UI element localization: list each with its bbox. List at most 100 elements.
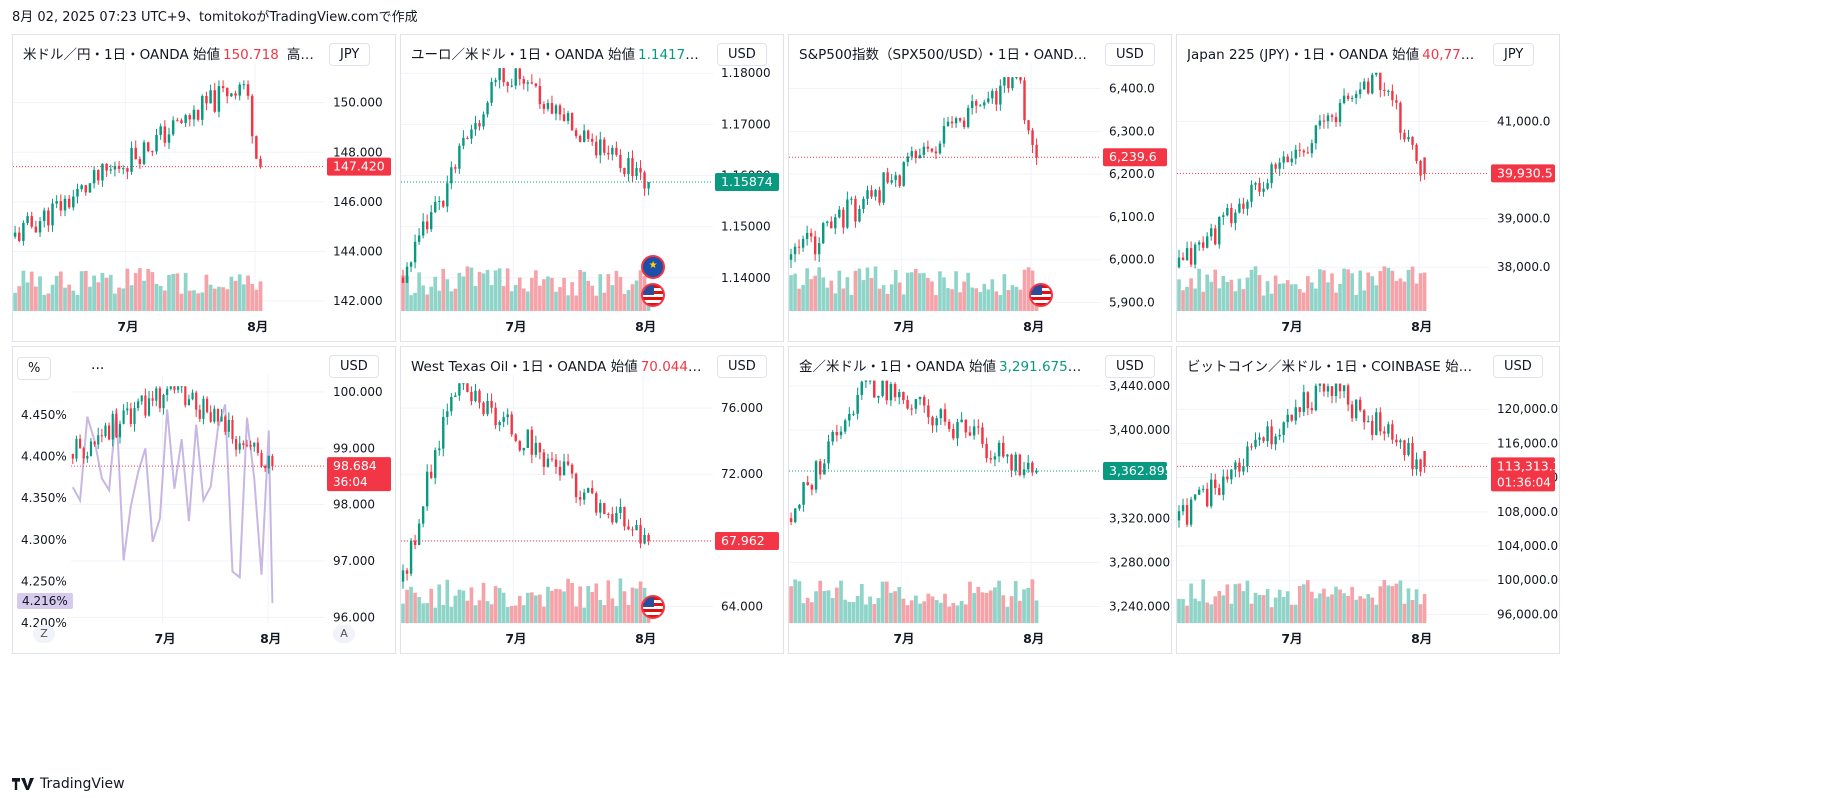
x-tick-label: 7月 — [117, 319, 138, 334]
candle-body — [1006, 454, 1009, 457]
candle-body — [1177, 511, 1181, 521]
auto-scale-z-button[interactable]: Z — [33, 625, 55, 643]
y-tick-label: 96,000.00 — [1497, 607, 1558, 621]
volume-bar — [1261, 295, 1266, 311]
volume-bar — [100, 272, 105, 311]
volume-bar — [1370, 597, 1375, 623]
volume-bar — [217, 286, 221, 311]
volume-bar — [517, 277, 522, 311]
us-flag-icon[interactable] — [640, 595, 665, 619]
currency-button[interactable]: USD — [1105, 355, 1155, 378]
candle-body — [196, 109, 200, 120]
candle-body — [850, 198, 853, 200]
candle-body — [130, 147, 133, 172]
auto-scale-a-button[interactable]: A — [333, 625, 355, 643]
currency-button[interactable]: USD — [717, 43, 767, 66]
candle-body — [603, 503, 606, 514]
volume-bar — [133, 273, 138, 311]
candle-body — [914, 151, 918, 159]
volume-bar — [521, 605, 526, 623]
candle-body — [1205, 488, 1209, 507]
currency-button[interactable]: USD — [717, 355, 767, 378]
candle-body — [942, 126, 946, 144]
volume-bar — [793, 273, 797, 311]
chart-panel[interactable]: 6,400.0 6,300.0 6,200.0 6,100.0 6,000.0 5,900… — [788, 34, 1172, 342]
volume-bar — [42, 294, 47, 311]
volume-bar — [546, 276, 550, 311]
volume-bar — [242, 284, 246, 311]
volume-bar — [1414, 589, 1419, 623]
candle-body — [122, 410, 125, 424]
volume-bar — [630, 284, 635, 311]
candle-body — [163, 126, 167, 143]
volume-bar — [162, 290, 167, 311]
volume-bar — [521, 288, 526, 311]
volume-bar — [843, 599, 848, 623]
candle-body — [1018, 454, 1022, 476]
countdown-label: 01:36:04 — [1497, 475, 1551, 489]
percent-scale-button[interactable]: % — [17, 357, 52, 380]
chart-panel[interactable]: 41,000.040,000.039,000.038,000.039,930.5… — [1176, 34, 1560, 342]
chart-panel[interactable]: 3,440.000 3,400.000 3,320.000 3,280.000 3,24… — [788, 346, 1172, 654]
candle-body — [1035, 144, 1038, 158]
volume-bar — [833, 293, 838, 311]
candle-body — [814, 461, 818, 490]
candle-body — [979, 105, 982, 107]
candle-body — [409, 540, 413, 574]
candle-body — [147, 398, 151, 416]
currency-button[interactable]: USD — [1493, 355, 1543, 378]
volume-bar — [1237, 278, 1242, 311]
volume-bar — [1022, 589, 1026, 623]
footer-brand[interactable]: TradingView — [12, 776, 125, 792]
volume-bar — [1281, 597, 1286, 623]
y-tick-label: 3,320.000 — [1109, 511, 1170, 525]
candle-body — [1334, 116, 1338, 122]
candle-body — [1282, 422, 1285, 435]
volume-bar — [922, 601, 927, 623]
chart-panel[interactable]: 100.000 99.000 98.000 97.000 96.000 4.450% 4.4… — [12, 346, 396, 654]
candle-body — [1322, 120, 1326, 122]
chart-panel[interactable]: 150.000 148.000 146.000 144.000 142.000 147.4… — [12, 34, 396, 342]
us-flag-icon[interactable] — [640, 283, 665, 307]
currency-button[interactable]: USD — [329, 355, 379, 378]
volume-bar — [1237, 583, 1242, 623]
candle-body — [1210, 228, 1213, 237]
volume-bar — [405, 275, 409, 311]
current-price-label: 67.962 — [721, 533, 765, 548]
current-price-badge — [1491, 457, 1555, 492]
volume-bar — [425, 603, 429, 623]
more-menu-icon[interactable]: ... — [91, 357, 105, 373]
volume-bar — [1366, 272, 1371, 311]
volume-bar — [1269, 607, 1274, 623]
us-flag-icon[interactable] — [1028, 283, 1053, 307]
candle-body — [578, 497, 582, 500]
volume-bar — [566, 295, 570, 311]
volume-bar — [534, 595, 538, 623]
volume-bar — [974, 288, 979, 311]
chart-panel[interactable]: 1.180001.170001.160001.150001.140001.158… — [400, 34, 784, 342]
volume-bar — [1354, 294, 1358, 311]
candle-body — [958, 118, 962, 121]
currency-button[interactable]: USD — [1105, 43, 1155, 66]
chart-panel[interactable]: 120,000.00116,000.00112,000.00108,000.00… — [1176, 346, 1560, 654]
candle-body — [1242, 466, 1245, 472]
volume-bar — [988, 590, 993, 623]
y-tick-label: 6,200.0 — [1109, 167, 1155, 181]
candle-body — [631, 529, 634, 531]
candle-body — [902, 162, 905, 186]
currency-button[interactable]: JPY — [1493, 43, 1535, 66]
volume-bar — [801, 284, 805, 311]
candle-body — [526, 82, 530, 84]
candle-body — [566, 113, 570, 121]
currency-button[interactable]: JPY — [329, 43, 371, 66]
eu-flag-icon[interactable] — [640, 255, 665, 279]
volume-bar — [566, 578, 570, 623]
candle-body — [510, 414, 513, 435]
candle-body — [1185, 505, 1189, 525]
candle-body — [947, 421, 951, 429]
candle-body — [839, 431, 843, 436]
candle-body — [1242, 203, 1245, 209]
volume-bar — [546, 586, 550, 623]
volume-bar — [1406, 588, 1411, 623]
